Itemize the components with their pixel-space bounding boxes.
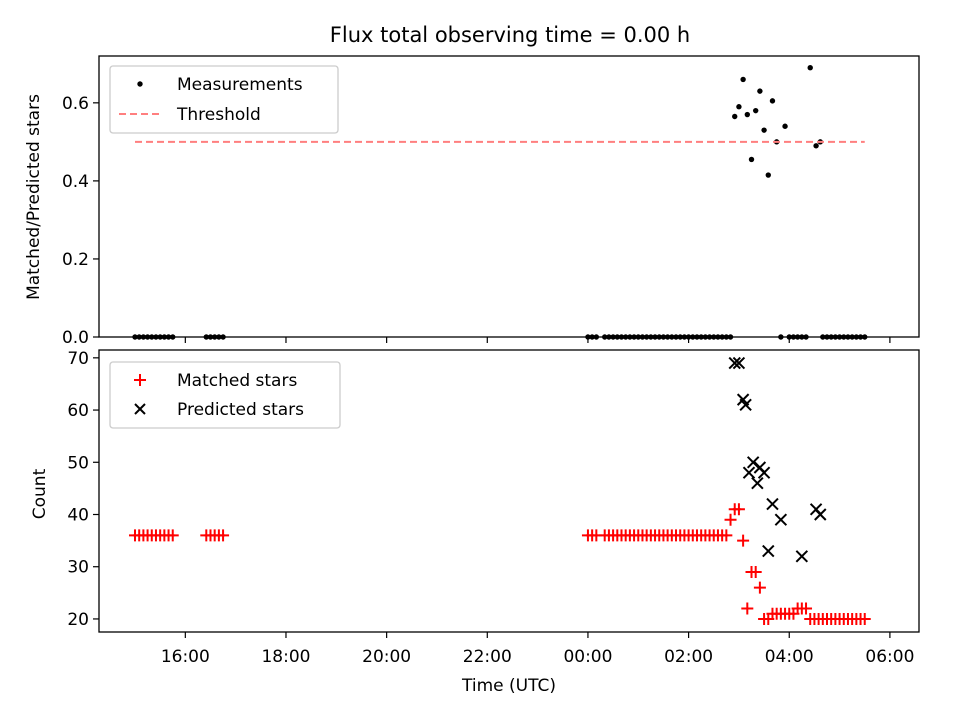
measurement-point bbox=[769, 98, 776, 104]
matched-star-point bbox=[732, 503, 745, 516]
predicted-star-point bbox=[751, 476, 764, 490]
bottom-marks bbox=[129, 356, 871, 625]
measurement-point bbox=[807, 65, 813, 71]
top-x-ticks bbox=[184, 337, 891, 343]
top-legend-box bbox=[109, 65, 339, 134]
top-y-ticks: 0.0 0.2 0.4 0.6 bbox=[62, 94, 99, 348]
predicted-star-point bbox=[774, 513, 788, 526]
x-tick-label: 04:00 bbox=[765, 647, 814, 667]
measurement-point bbox=[736, 104, 742, 110]
matched-star-point bbox=[737, 534, 750, 547]
top-legend: Measurements Threshold bbox=[109, 65, 339, 134]
matched-star-point bbox=[217, 529, 230, 542]
bottom-panel: 20 30 40 50 60 70 16:00 18:00 20:00 22:00 00:00 02… bbox=[30, 349, 920, 696]
matched-star-point bbox=[741, 602, 754, 615]
y-tick-label: 0.6 bbox=[62, 94, 89, 114]
y-tick-label: 0.2 bbox=[62, 250, 89, 270]
y-tick-label: 40 bbox=[67, 506, 89, 526]
matched-star-point bbox=[858, 612, 871, 625]
legend-measurements-label: Measurements bbox=[177, 75, 303, 95]
measurement-point bbox=[757, 88, 763, 94]
matched-star-point bbox=[753, 581, 766, 594]
x-tick-label: 18:00 bbox=[261, 647, 310, 667]
y-tick-label: 0.4 bbox=[62, 172, 89, 192]
bottom-y-axis-label: Count bbox=[30, 468, 50, 519]
x-tick-label: 20:00 bbox=[362, 647, 411, 667]
measurement-point bbox=[765, 172, 771, 178]
predicted-star-point bbox=[742, 466, 756, 479]
measurement-point bbox=[752, 107, 759, 114]
bottom-axes-frame bbox=[98, 349, 920, 633]
predicted-star-point bbox=[762, 544, 775, 558]
predicted-star-point bbox=[766, 497, 779, 511]
matched-star-point bbox=[749, 565, 762, 578]
measurement-point bbox=[744, 111, 751, 118]
legend-matched-stars-label: Matched stars bbox=[177, 371, 297, 391]
y-tick-label: 0.0 bbox=[62, 328, 89, 348]
legend-predicted-stars-marker bbox=[134, 403, 146, 415]
predicted-star-point bbox=[795, 550, 809, 563]
predicted-star-point bbox=[746, 456, 760, 469]
matched-star-point bbox=[800, 602, 813, 615]
top-y-axis-label: Matched/Predicted stars bbox=[24, 94, 44, 300]
measurement-point bbox=[761, 127, 767, 133]
matched-star-point bbox=[724, 513, 737, 526]
y-tick-label: 20 bbox=[67, 610, 89, 630]
predicted-star-point bbox=[728, 356, 741, 370]
predicted-star-point bbox=[757, 466, 771, 479]
figure-title: Flux total observing time = 0.00 h bbox=[330, 23, 690, 47]
x-tick-label: 02:00 bbox=[664, 647, 713, 667]
top-panel: 0.0 0.2 0.4 0.6 Matched/Predicted stars Mea… bbox=[24, 55, 920, 348]
matched-star-point bbox=[720, 529, 733, 542]
y-tick-label: 70 bbox=[67, 349, 89, 369]
bottom-x-axis-label: Time (UTC) bbox=[461, 676, 556, 696]
x-tick-label: 16:00 bbox=[161, 647, 210, 667]
legend-threshold-label: Threshold bbox=[176, 105, 261, 125]
predicted-star-point bbox=[739, 398, 752, 412]
measurement-point bbox=[740, 76, 746, 83]
top-axes-frame bbox=[98, 55, 920, 338]
legend-predicted-stars-label: Predicted stars bbox=[177, 400, 304, 420]
measurement-point bbox=[813, 143, 819, 149]
x-tick-label: 00:00 bbox=[563, 647, 612, 667]
measurement-point bbox=[732, 113, 738, 120]
y-tick-label: 60 bbox=[67, 401, 89, 421]
bottom-legend: Matched stars Predicted stars bbox=[109, 361, 341, 429]
predicted-star-point bbox=[814, 508, 827, 521]
measurement-point bbox=[782, 123, 788, 129]
measurement-point bbox=[748, 156, 755, 163]
matched-star-point bbox=[166, 529, 179, 542]
y-tick-label: 30 bbox=[67, 558, 89, 578]
predicted-star-point bbox=[732, 356, 746, 370]
x-tick-label: 06:00 bbox=[865, 647, 914, 667]
x-tick-label: 22:00 bbox=[463, 647, 512, 667]
bottom-y-ticks: 20 30 40 50 60 70 bbox=[67, 349, 99, 630]
y-tick-label: 50 bbox=[67, 453, 89, 473]
legend-measurements-marker bbox=[137, 81, 143, 87]
bottom-x-ticks: 16:00 18:00 20:00 22:00 00:00 02:00 04:00 06:00 bbox=[161, 632, 914, 667]
legend-matched-stars-marker bbox=[134, 374, 146, 386]
bottom-legend-box bbox=[109, 361, 341, 429]
